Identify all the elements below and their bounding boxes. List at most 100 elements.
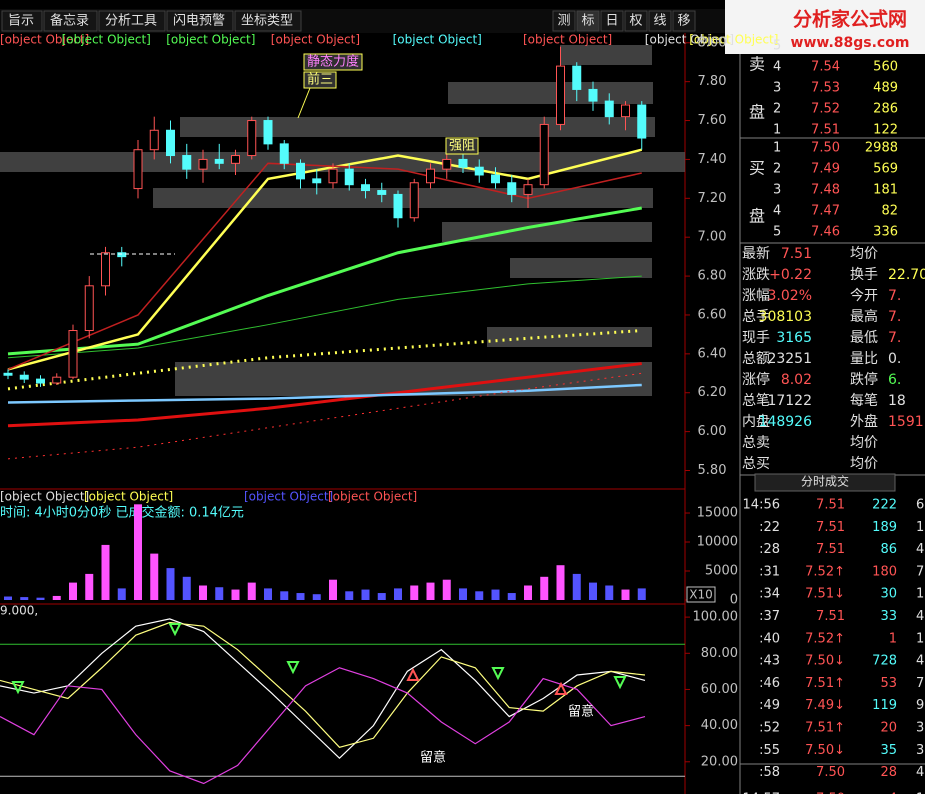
trade-price: 7.50↓ <box>805 654 845 669</box>
candle-body <box>328 168 338 184</box>
signal-arrow <box>168 623 182 637</box>
volume-bar <box>134 504 142 600</box>
candle-body <box>84 285 94 332</box>
toolbar-button[interactable] <box>1 10 43 32</box>
stat-cell: 最低 <box>850 330 878 346</box>
trade-volume: 728 <box>872 654 897 669</box>
trade-volume: 180 <box>872 564 897 579</box>
candle-body <box>296 162 305 180</box>
trade-time: 14:57 <box>743 791 780 794</box>
book-level: 2 <box>773 102 781 117</box>
zone <box>153 188 653 208</box>
candle-body <box>19 374 29 380</box>
moving-average <box>7 275 642 359</box>
stat-cell: 22.70 <box>888 267 925 283</box>
trade-price: 7.49↓ <box>805 698 845 713</box>
volume-bar <box>20 597 29 600</box>
book-volume: 286 <box>873 102 898 117</box>
y-tick-label: 7.20 <box>698 191 727 206</box>
indicator-line <box>0 667 646 785</box>
y-tick-label: 6.80 <box>698 269 727 284</box>
volume-bar <box>410 585 419 600</box>
trade-count: 1 <box>916 520 924 535</box>
y-tick-label: 6.60 <box>698 307 727 322</box>
candle-body <box>458 158 468 168</box>
toolbar-button[interactable] <box>624 10 648 32</box>
toolbar-button[interactable] <box>552 10 576 32</box>
toolbar-label: 备忘录 <box>50 13 89 29</box>
zone <box>442 222 652 242</box>
volume-bar <box>52 595 61 600</box>
logo-bg <box>725 0 925 54</box>
tab[interactable] <box>754 473 896 492</box>
volume-bar <box>215 587 224 600</box>
stat-cell: 均价 <box>850 456 878 472</box>
annotation: 强阻 <box>449 139 475 154</box>
toolbar-button[interactable] <box>576 10 600 32</box>
volume-bar <box>36 597 45 600</box>
side-label: 卖 <box>749 55 765 74</box>
pointer <box>297 87 311 119</box>
toolbar-button[interactable] <box>600 10 624 32</box>
book-price: 7.47 <box>811 204 840 219</box>
candle-body <box>101 252 110 287</box>
stat-cell: +0.22 <box>769 267 812 283</box>
trade-price: 7.50 <box>816 765 845 780</box>
stat-cell: 量比 <box>850 351 878 367</box>
volume-bar <box>426 582 435 600</box>
stat-cell: 8.02 <box>781 372 812 388</box>
book-price: 7.53 <box>811 81 840 96</box>
book-volume: 560 <box>873 60 898 75</box>
toolbar-button[interactable] <box>234 10 302 32</box>
trade-price: 7.51↓ <box>805 587 845 602</box>
indicator-value: [object Object] <box>62 33 151 47</box>
indicator-value: [object Object] <box>645 33 734 47</box>
zone <box>510 258 652 278</box>
indicator-line <box>0 618 646 760</box>
trade-price: 7.50↓ <box>805 743 845 758</box>
annotation-box <box>445 137 479 155</box>
y-tick-label: 0 <box>730 593 738 608</box>
volume-value: [object Object] <box>328 490 417 504</box>
trade-price: 7.51↑ <box>805 676 845 691</box>
volume-bar <box>101 544 110 600</box>
badge-box[interactable] <box>686 586 716 603</box>
candle-body <box>117 252 127 258</box>
stat-cell: 18 <box>888 393 906 409</box>
y-tick-label: 5.80 <box>698 463 727 478</box>
signal-arrow <box>286 661 300 675</box>
trade-count: 7 <box>916 676 924 691</box>
candle-body <box>637 104 647 139</box>
y-tick-label: 10000 <box>697 535 738 550</box>
trade-volume: 222 <box>872 498 897 513</box>
stat-cell: 现手 <box>742 330 770 346</box>
toolbar-button[interactable] <box>672 10 696 32</box>
candle-body <box>52 376 62 384</box>
book-volume: 2988 <box>865 141 898 156</box>
toolbar-label: 线 <box>653 14 666 29</box>
toolbar-button[interactable] <box>43 10 98 32</box>
side-label: 买 <box>749 159 765 178</box>
trade-count: 4 <box>916 542 924 557</box>
candle-body <box>198 158 208 170</box>
stat-cell: 总买 <box>742 456 770 472</box>
book-level: 3 <box>773 81 781 96</box>
candle-body <box>556 65 565 125</box>
stat-cell: 3.02% <box>768 288 812 304</box>
book-level: 3 <box>773 183 781 198</box>
toolbar-button[interactable] <box>98 10 166 32</box>
toolbar-button[interactable] <box>166 10 234 32</box>
candle-body <box>214 158 224 164</box>
toolbar-button[interactable] <box>648 10 672 32</box>
zone <box>0 152 685 172</box>
volume-bar <box>166 568 175 600</box>
candle-body <box>426 168 435 184</box>
y-tick-label: 100.00 <box>693 610 739 625</box>
annotation: 留意 <box>420 750 446 766</box>
stat-cell: 7. <box>888 288 901 304</box>
y-tick-label: 7.00 <box>698 230 727 245</box>
y-tick-label: 80.00 <box>701 646 738 661</box>
trade-volume: 1 <box>889 631 897 646</box>
stat-cell: 总手 <box>742 309 770 325</box>
y-tick-label: 20.00 <box>701 754 738 769</box>
